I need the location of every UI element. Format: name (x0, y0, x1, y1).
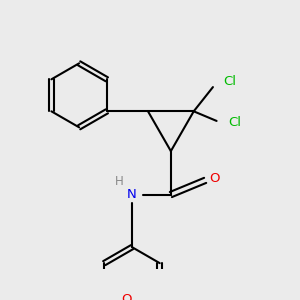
Text: O: O (209, 172, 220, 185)
Text: O: O (122, 293, 132, 300)
Text: H: H (115, 175, 124, 188)
Text: Cl: Cl (228, 116, 241, 129)
Text: N: N (127, 188, 137, 201)
Text: Cl: Cl (224, 75, 236, 88)
